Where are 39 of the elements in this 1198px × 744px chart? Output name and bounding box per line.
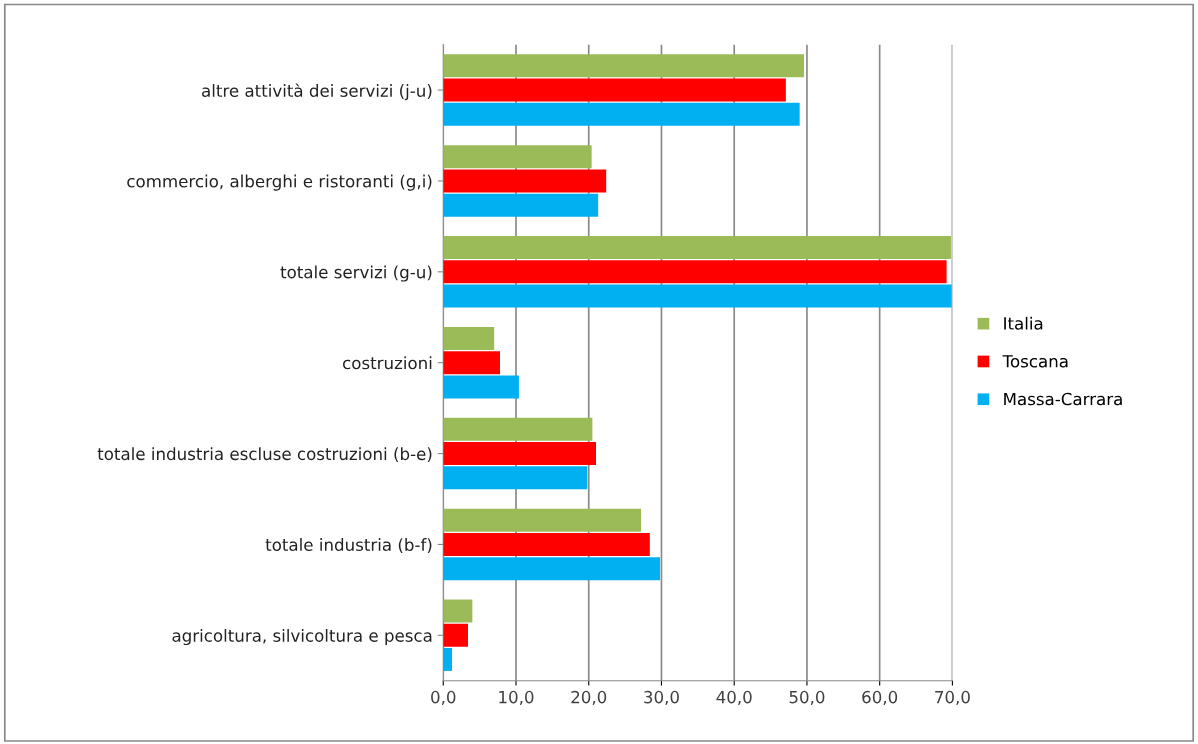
- legend-label: Italia: [1004, 316, 1043, 330]
- bar: [443, 102, 800, 126]
- bar: [443, 78, 786, 102]
- bar: [443, 599, 473, 623]
- bar: [443, 284, 952, 308]
- bar: [443, 236, 951, 260]
- x-tick-label: 50,0: [789, 690, 825, 706]
- bar: [443, 442, 597, 466]
- bar: [443, 648, 452, 672]
- bar: [443, 145, 592, 169]
- x-tick-label: 10,0: [499, 690, 534, 706]
- legend-label: Toscana: [1002, 355, 1068, 368]
- x-tick-label: 40,0: [716, 690, 752, 706]
- x-tick-label: 70,0: [935, 690, 970, 706]
- bar: [443, 466, 588, 490]
- bar: [443, 532, 650, 556]
- bar: [443, 623, 468, 647]
- bar: [443, 351, 500, 375]
- y-tick-label: totale servizi (g-u): [280, 265, 432, 282]
- bar: [443, 508, 642, 532]
- x-tick-label: 30,0: [644, 690, 679, 706]
- bar: [443, 193, 599, 217]
- bar: [443, 375, 519, 399]
- bar: [443, 557, 661, 581]
- bar: [443, 326, 495, 350]
- x-tick-label: 60,0: [862, 690, 898, 706]
- bar: [443, 54, 805, 78]
- y-tick-label: totale industria (b-f): [265, 538, 432, 553]
- bar: [443, 260, 947, 284]
- x-tick-label: 20,0: [571, 690, 607, 706]
- y-tick-label: altre attività dei servizi (j-u): [202, 83, 432, 101]
- y-tick-label: commercio, alberghi e ristoranti (g,i): [127, 174, 432, 191]
- y-tick-label: costruzioni: [343, 356, 432, 370]
- bar: [443, 169, 607, 193]
- y-tick-label: agricoltura, silvicoltura e pesca: [172, 628, 432, 646]
- y-tick-label: totale industria escluse costruzioni (b-e): [97, 447, 432, 463]
- x-tick-label: 0,0: [431, 690, 456, 706]
- bar: [443, 417, 593, 441]
- legend-label: Massa-Carrara: [1004, 392, 1122, 406]
